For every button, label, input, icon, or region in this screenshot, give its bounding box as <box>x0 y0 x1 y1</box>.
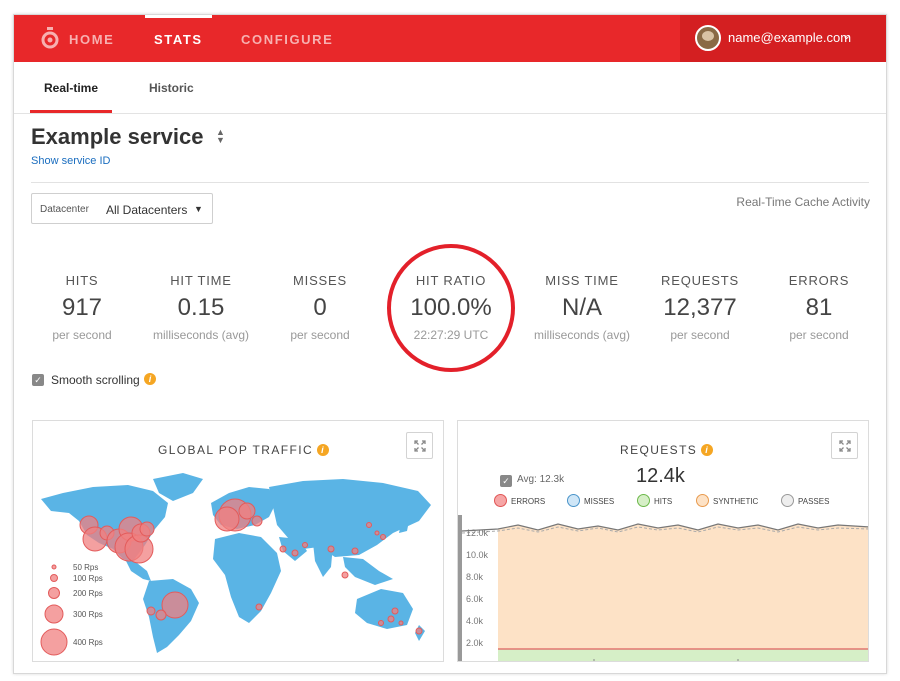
time-tick <box>593 659 739 661</box>
header-divider <box>31 182 869 183</box>
y-tick-label: 6.0k <box>466 594 484 604</box>
synthetic-area <box>498 524 868 661</box>
size-legend-label: 300 Rps <box>73 610 103 619</box>
stat-miss-time: MISS TIME N/A milliseconds (avg) <box>522 273 642 342</box>
panel-title: REQUESTS i <box>620 443 714 457</box>
expand-button[interactable] <box>831 432 858 459</box>
page-title: Example service <box>31 124 204 149</box>
logo-icon[interactable] <box>40 27 60 49</box>
stat-hits: HITS 917 per second <box>22 273 142 342</box>
top-navbar: HOME STATS CONFIGURE name@example.com ⌄ <box>14 15 886 62</box>
stats-subtabs: Real-time Historic <box>14 62 886 114</box>
chevron-down-icon: ⌄ <box>842 30 852 42</box>
stat-label: ERRORS <box>788 273 850 288</box>
panel-title-text: REQUESTS <box>620 443 698 457</box>
stat-value: 12,377 <box>663 294 737 321</box>
legend-label: SYNTHETIC <box>713 497 759 506</box>
y-tick-label: 10.0k <box>466 550 489 560</box>
legend-swatch <box>781 494 794 507</box>
realtime-cache-label: Real-Time Cache Activity <box>736 195 870 209</box>
y-tick-label: 4.0k <box>466 616 484 626</box>
y-tick-label: 2.0k <box>466 638 484 648</box>
stat-unit: per second <box>290 328 350 342</box>
legend-swatch <box>637 494 650 507</box>
size-legend-label: 200 Rps <box>73 589 103 598</box>
stat-label: MISSES <box>293 273 347 288</box>
stat-misses: MISSES 0 per second <box>260 273 380 342</box>
global-pop-traffic-panel: GLOBAL POP TRAFFIC i <box>32 420 444 662</box>
app-window: HOME STATS CONFIGURE name@example.com ⌄ … <box>13 14 887 674</box>
requests-area-chart <box>458 515 868 661</box>
stat-value: 81 <box>805 294 833 321</box>
size-legend-label: 100 Rps <box>73 574 103 583</box>
y-tick-label: 8.0k <box>466 572 484 582</box>
stat-unit: per second <box>789 328 849 342</box>
hits-area <box>498 649 868 661</box>
nav-stats[interactable]: STATS <box>145 15 212 62</box>
datacenter-label: Datacenter <box>40 204 89 215</box>
avg-label: Avg: 12.3k <box>517 474 565 485</box>
tab-real-time[interactable]: Real-time <box>44 81 99 95</box>
datacenter-select[interactable]: Datacenter All Datacenters ▼ <box>31 193 213 224</box>
chart-left-axis <box>458 515 462 661</box>
avatar <box>695 25 721 51</box>
checkbox-checked-icon[interactable]: ✓ <box>500 475 512 487</box>
info-icon[interactable]: i <box>144 373 156 385</box>
stat-unit: per second <box>670 328 730 342</box>
tab-historic[interactable]: Historic <box>149 81 194 95</box>
active-tab-indicator <box>30 110 112 113</box>
panel-title: GLOBAL POP TRAFFIC i <box>158 443 330 457</box>
nav-configure[interactable]: CONFIGURE <box>241 32 334 47</box>
world-map <box>40 473 431 656</box>
legend-label: MISSES <box>584 497 615 506</box>
legend-swatch <box>494 494 507 507</box>
service-switcher-icon[interactable]: ▲ ▼ <box>216 127 225 145</box>
expand-button[interactable] <box>406 432 433 459</box>
stat-unit: milliseconds (avg) <box>152 328 250 342</box>
stat-requests: REQUESTS 12,377 per second <box>640 273 760 342</box>
legend-label: HITS <box>654 497 673 506</box>
panel-title-text: GLOBAL POP TRAFFIC <box>158 443 314 457</box>
stat-label: HITS <box>65 273 99 288</box>
size-legend-label: 400 Rps <box>73 638 103 647</box>
passes-line <box>461 523 868 532</box>
smooth-scrolling-label: Smooth scrolling <box>51 373 140 387</box>
expand-icon <box>839 440 851 452</box>
caret-down-icon: ▼ <box>194 204 203 214</box>
stat-value: 917 <box>61 294 103 321</box>
user-menu[interactable]: name@example.com ⌄ <box>680 15 886 62</box>
stat-label: HIT TIME <box>170 273 232 288</box>
stat-errors: ERRORS 81 per second <box>759 273 879 342</box>
pop-circles <box>79 498 423 635</box>
average-line <box>461 526 868 534</box>
stat-unit: per second <box>52 328 112 342</box>
legend-swatch <box>696 494 709 507</box>
size-legend-circles <box>40 564 68 656</box>
stat-value: 0.15 <box>177 294 225 321</box>
datacenter-value: All Datacenters <box>106 203 188 217</box>
nav-home[interactable]: HOME <box>69 32 115 47</box>
legend-swatch <box>567 494 580 507</box>
show-service-id-link[interactable]: Show service ID <box>31 155 111 167</box>
legend-label: ERRORS <box>511 497 546 506</box>
size-legend-label: 50 Rps <box>73 563 99 572</box>
stat-unit: milliseconds (avg) <box>533 328 631 342</box>
info-icon[interactable]: i <box>317 444 330 456</box>
user-email: name@example.com <box>728 30 852 45</box>
highlight-circle <box>387 244 515 372</box>
stat-value: 0 <box>313 294 327 321</box>
info-icon[interactable]: i <box>701 444 714 456</box>
requests-panel: REQUESTS i ✓ Avg: 12.3k 12.4k ERRORS MISS… <box>457 420 869 662</box>
y-tick-label: 12.0k <box>466 528 489 538</box>
stat-label: REQUESTS <box>661 273 739 288</box>
stat-label: MISS TIME <box>545 273 619 288</box>
stat-hit-time: HIT TIME 0.15 milliseconds (avg) <box>141 273 261 342</box>
expand-icon <box>414 440 426 452</box>
checkbox-checked-icon[interactable]: ✓ <box>32 374 44 386</box>
current-requests-value: 12.4k <box>636 465 685 487</box>
stat-value: N/A <box>561 294 602 321</box>
legend-label: PASSES <box>798 497 830 506</box>
